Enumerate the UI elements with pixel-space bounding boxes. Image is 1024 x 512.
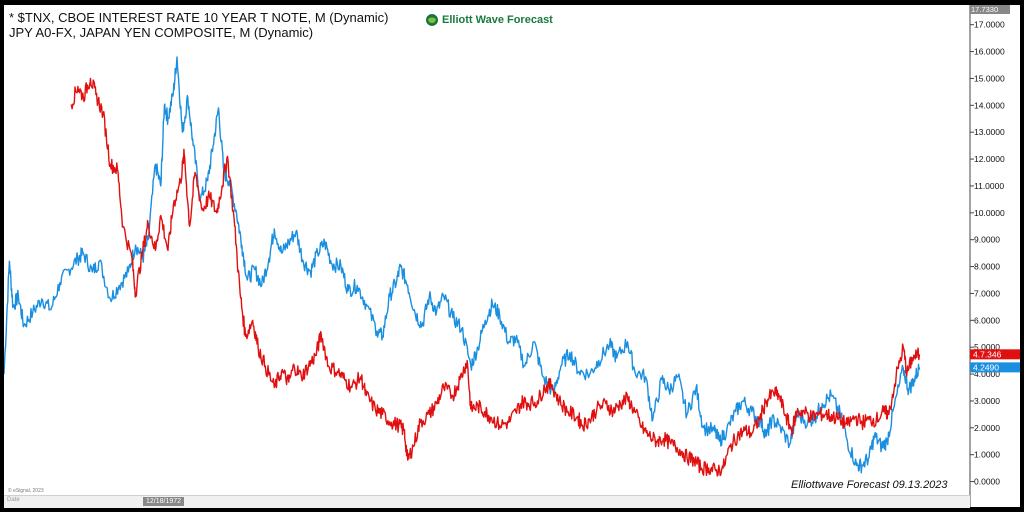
y-tick-label: 12.0000	[974, 154, 1005, 164]
y-tick-label: 10.0000	[974, 208, 1005, 218]
last-value-tags: 4.2490 4.7.346	[970, 349, 1020, 373]
y-tick-label: 11.0000	[974, 181, 1004, 191]
price-chart[interactable]: 0.0000 1.0000 2.0000 3.0000 4.0000 5.0000 6.00…	[4, 5, 1020, 507]
last-value-tag-jpy	[970, 349, 1020, 360]
y-tick-label: 13.0000	[974, 127, 1005, 137]
y-tick-label: 8.0000	[974, 262, 1000, 272]
y-tick-label: 14.0000	[974, 100, 1005, 110]
start-date-label: 12/18/1972	[143, 497, 185, 506]
y-tick-label: 1.0000	[974, 450, 1000, 460]
legend-tnx: * $TNX, CBOE INTEREST RATE 10 YEAR T NOT…	[9, 10, 389, 25]
y-tick-label: 7.0000	[974, 288, 1000, 298]
y-tick-label: 0.0000	[974, 477, 1000, 487]
time-scroll-bar[interactable]	[4, 495, 970, 508]
y-tick-label: 15.0000	[974, 73, 1005, 83]
chart-frame: 0.0000 1.0000 2.0000 3.0000 4.0000 5.0000 6.00…	[4, 5, 1020, 508]
y-tick-label: 9.0000	[974, 235, 1000, 245]
logo: Elliott Wave Forecast	[426, 14, 553, 26]
last-value-text-tnx: 4.2490	[973, 362, 999, 372]
date-axis-label: Date	[7, 497, 20, 503]
y-tick-label: 16.0000	[974, 47, 1005, 57]
y-axis: 0.0000 1.0000 2.0000 3.0000 4.0000 5.0000 6.00…	[970, 5, 1010, 487]
logo-text: Elliott Wave Forecast	[442, 14, 553, 26]
y-tick-label: 3.0000	[974, 396, 1000, 406]
y-top-label-bg	[970, 5, 1010, 14]
last-value-tag-tnx	[970, 362, 1020, 373]
y-top-label: 17.7330	[971, 5, 998, 14]
series-tnx-line	[4, 56, 921, 474]
last-value-text-jpy: 4.7.346	[973, 349, 1002, 359]
y-tick-label: 17.0000	[974, 20, 1005, 30]
y-tick-label: 4.0000	[974, 369, 1000, 379]
watermark: Elliottwave Forecast 09.13.2023	[791, 479, 948, 491]
y-tick-label: 6.0000	[974, 315, 1000, 325]
y-tick-label: 5.0000	[974, 342, 1000, 352]
legend-jpy: JPY A0-FX, JAPAN YEN COMPOSITE, M (Dynam…	[9, 25, 314, 40]
globe-icon	[426, 14, 438, 26]
esignal-credit: © eSignal, 2023	[8, 488, 44, 494]
series-layer	[4, 56, 921, 477]
y-tick-label: 2.0000	[974, 423, 1000, 433]
series-jpy-line	[70, 77, 921, 477]
